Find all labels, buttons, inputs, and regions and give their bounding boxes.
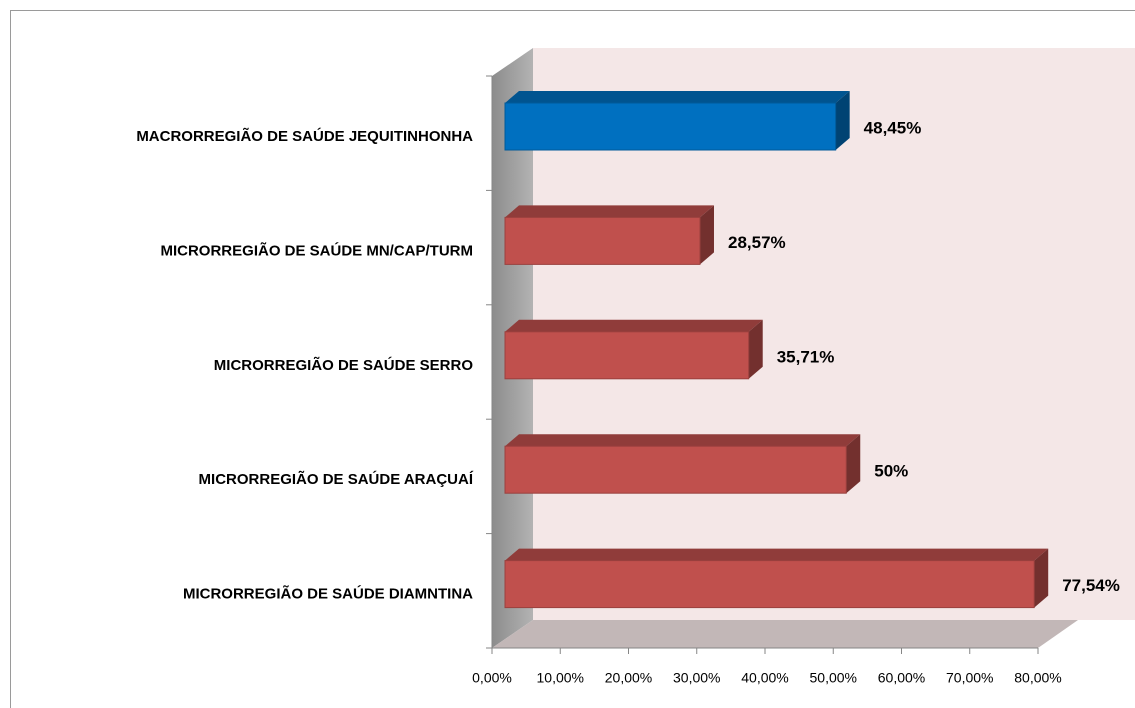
data-label: 77,54% bbox=[1062, 576, 1120, 595]
data-label: 48,45% bbox=[864, 118, 922, 137]
y-tick-label: MICRORREGIÃO DE SAÚDE DIAMNTINA bbox=[183, 585, 473, 603]
data-label: 35,71% bbox=[777, 347, 835, 366]
y-tick-label: MICRORREGIÃO DE SAÚDE MN/CAP/TURM bbox=[160, 241, 473, 259]
bar-side bbox=[748, 319, 763, 379]
bar-side bbox=[846, 434, 861, 494]
y-tick-label: MICRORREGIÃO DE SAÚDE SERRO bbox=[214, 356, 474, 374]
bar-top bbox=[505, 548, 1049, 561]
bar bbox=[504, 560, 1035, 609]
x-tick-label: 10,00% bbox=[537, 670, 584, 686]
y-tick-label: MICRORREGIÃO DE SAÚDE ARAÇUAÍ bbox=[199, 470, 474, 488]
y-tick-label: MACRORREGIÃO DE SAÚDE JEQUITINHONHA bbox=[136, 127, 473, 145]
bar bbox=[504, 331, 750, 380]
x-tick-label: 20,00% bbox=[605, 670, 652, 686]
bar bbox=[504, 102, 837, 151]
bar bbox=[504, 216, 701, 265]
x-tick-label: 50,00% bbox=[810, 670, 857, 686]
bar-top bbox=[505, 319, 763, 332]
x-tick-label: 80,00% bbox=[1014, 670, 1061, 686]
bar bbox=[504, 445, 847, 494]
x-tick-label: 60,00% bbox=[878, 670, 925, 686]
floor bbox=[492, 620, 1078, 648]
x-tick-label: 0,00% bbox=[472, 670, 512, 686]
data-label: 28,57% bbox=[728, 233, 786, 252]
x-tick-label: 30,00% bbox=[673, 670, 720, 686]
bar-side bbox=[699, 205, 714, 265]
data-label: 50% bbox=[874, 462, 908, 481]
bar-top bbox=[505, 434, 861, 447]
bar-top bbox=[505, 205, 714, 218]
bar-side bbox=[835, 91, 850, 150]
x-tick-label: 70,00% bbox=[946, 670, 993, 686]
x-tick-label: 40,00% bbox=[741, 670, 788, 686]
bar-side bbox=[1034, 548, 1049, 608]
bar-top bbox=[505, 91, 850, 103]
chart-frame bbox=[10, 10, 1135, 708]
